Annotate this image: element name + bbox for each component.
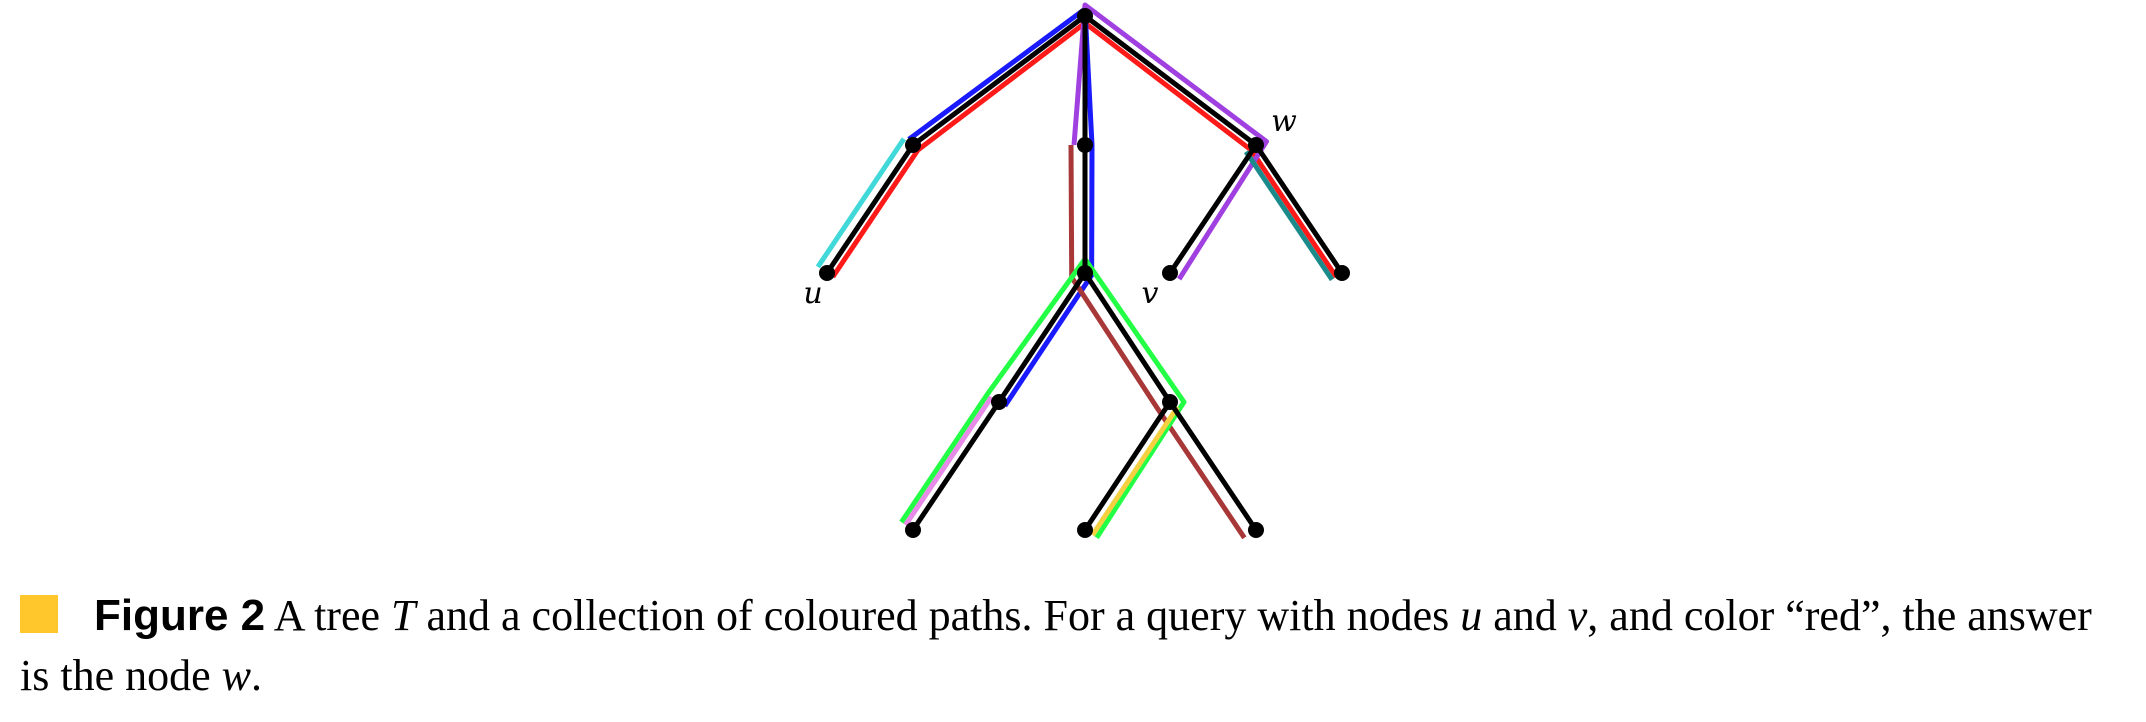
tree-edge bbox=[1082, 13, 1259, 148]
caption-text-run: A tree bbox=[265, 591, 392, 640]
tree-diagram: u w v bbox=[803, 2, 1350, 540]
tree-edge bbox=[910, 399, 1002, 533]
node-label-u: u bbox=[803, 276, 822, 311]
caption-math: u bbox=[1460, 591, 1483, 640]
tree-edges bbox=[824, 13, 1345, 533]
coloured-path bbox=[1071, 2, 1269, 281]
figure-caption: Figure 2 A tree T and a collection of co… bbox=[20, 586, 2130, 706]
tree-edge bbox=[1253, 142, 1345, 276]
tree-edge bbox=[1082, 270, 1173, 405]
coloured-path bbox=[1243, 150, 1335, 282]
caption-text-run: . bbox=[251, 651, 262, 700]
coloured-path bbox=[1068, 144, 1247, 540]
caption-label: Figure 2 bbox=[94, 591, 266, 640]
tree-node bbox=[1248, 137, 1264, 153]
coloured-path bbox=[903, 395, 994, 527]
coloured-path bbox=[1090, 405, 1180, 537]
tree-node bbox=[1077, 8, 1093, 24]
tree-node bbox=[991, 394, 1007, 410]
caption-math: w bbox=[221, 651, 251, 700]
node-label-w: w bbox=[1271, 104, 1297, 139]
node-label-v: v bbox=[1142, 276, 1159, 311]
tree-nodes bbox=[819, 8, 1350, 538]
caption-text-run: and bbox=[1482, 591, 1568, 640]
caption-text-run: and a collection of coloured paths. For … bbox=[415, 591, 1461, 640]
caption-text-run: , and color “red”, the answer is the nod… bbox=[20, 591, 2092, 700]
caption-math: v bbox=[1567, 591, 1588, 640]
tree-node bbox=[905, 137, 921, 153]
tree-node bbox=[819, 265, 835, 281]
tree-node bbox=[1248, 522, 1264, 538]
tree-node bbox=[1162, 265, 1178, 281]
coloured-path bbox=[815, 137, 906, 269]
tree-edge bbox=[910, 13, 1088, 148]
tree-node bbox=[1334, 265, 1350, 281]
tree-node bbox=[1077, 137, 1093, 153]
tree-edge bbox=[996, 270, 1088, 405]
tree-node bbox=[905, 522, 921, 538]
tree-edge bbox=[824, 142, 916, 276]
caption-text: A tree T and a collection of coloured pa… bbox=[20, 591, 2092, 700]
tree-edge bbox=[1082, 399, 1173, 533]
caption-math: T bbox=[391, 591, 416, 640]
node-labels: u w v bbox=[803, 104, 1297, 311]
tree-node bbox=[1077, 522, 1093, 538]
coloured-paths bbox=[815, 2, 1339, 540]
coloured-path bbox=[907, 6, 1095, 408]
tree-node bbox=[1162, 394, 1178, 410]
caption-marker bbox=[20, 595, 58, 633]
tree-edge bbox=[1167, 399, 1259, 533]
tree-node bbox=[1077, 265, 1093, 281]
tree-edge bbox=[1167, 142, 1259, 276]
